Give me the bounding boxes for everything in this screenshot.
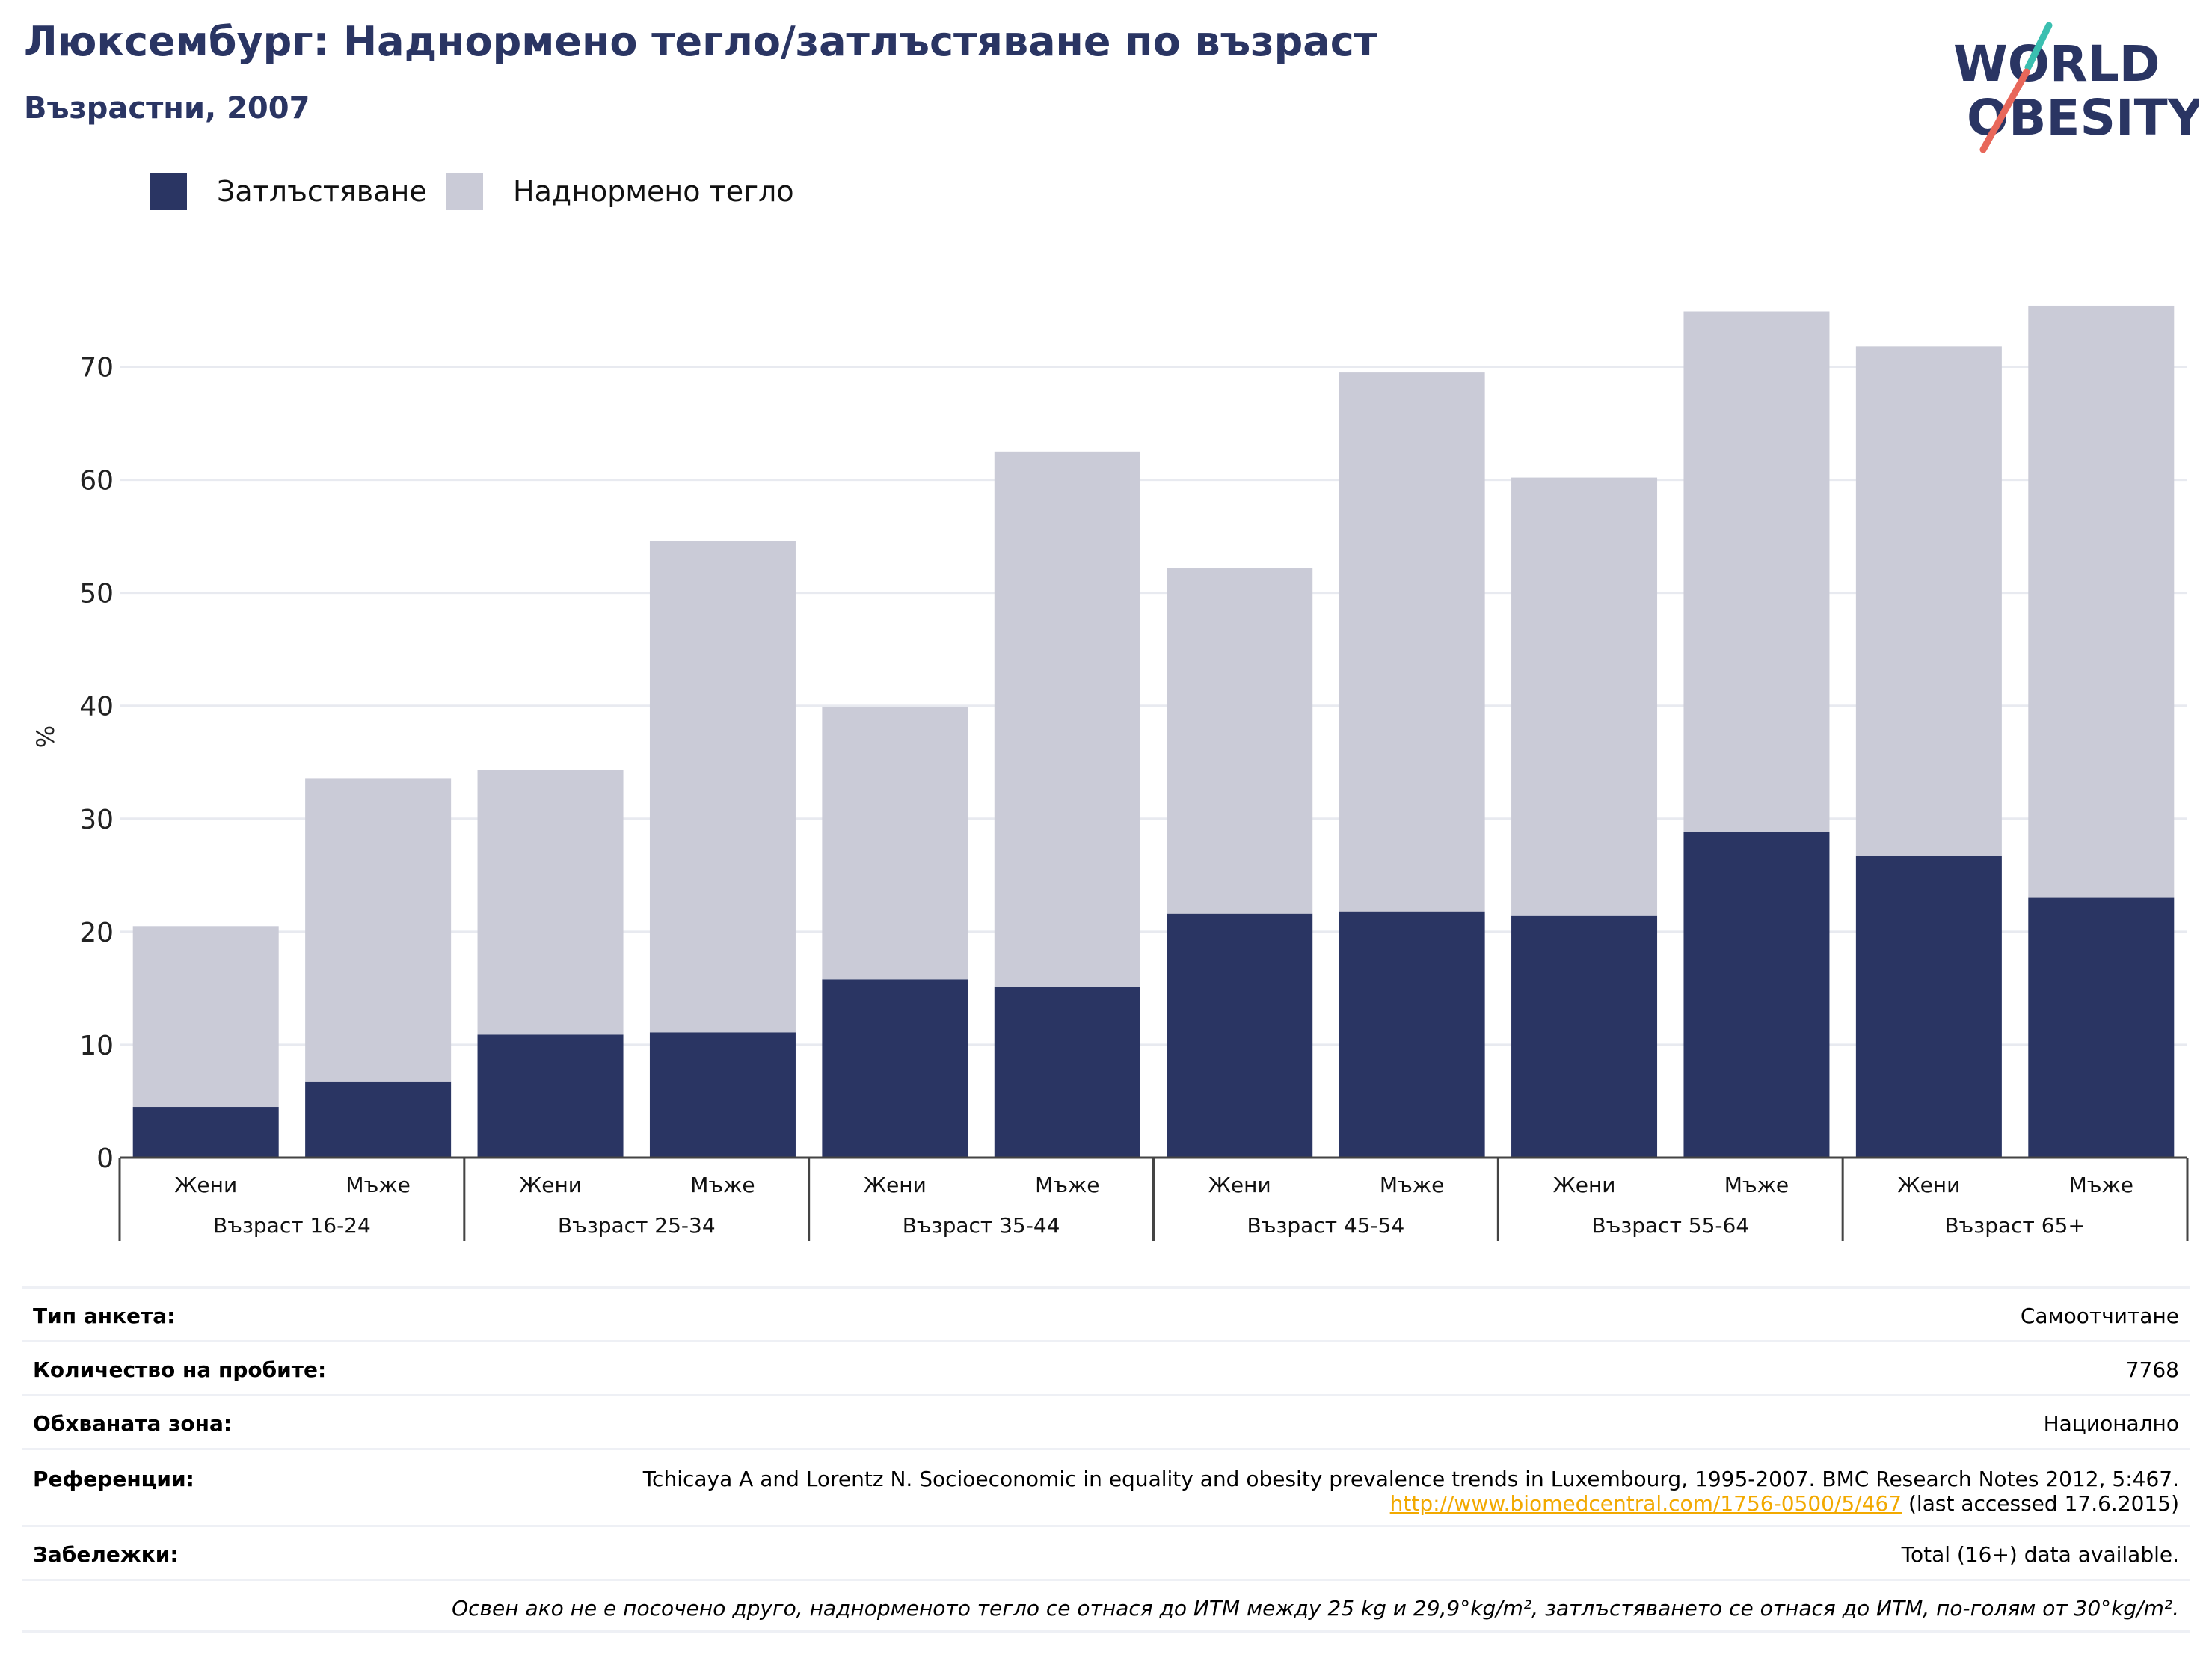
survey-type-value: Самоотчитане bbox=[2020, 1304, 2179, 1328]
info-row-notes: Забележки: Total (16+) data available. bbox=[22, 1525, 2190, 1579]
bar-obesity bbox=[649, 1032, 796, 1158]
legend-swatch-overweight bbox=[446, 173, 483, 210]
bar-overweight bbox=[1339, 372, 1485, 912]
logo-line2: OBESITY bbox=[1967, 89, 2199, 147]
bar-overweight bbox=[649, 541, 796, 1033]
logo-slash-red bbox=[1979, 68, 2030, 153]
bar-overweight bbox=[822, 707, 968, 980]
y-axis-label: % bbox=[31, 725, 60, 748]
x-subcategory-label: Жени bbox=[864, 1173, 927, 1197]
info-row-survey-type: Тип анкета: Самоотчитане bbox=[22, 1286, 2190, 1340]
info-row-references: Референции: Tchicaya A and Lorentz N. So… bbox=[22, 1448, 2190, 1525]
bar-obesity bbox=[1339, 911, 1485, 1158]
y-tick-label: 30 bbox=[79, 805, 114, 835]
y-tick-label: 40 bbox=[79, 692, 114, 722]
x-subcategory-label: Жени bbox=[1208, 1173, 1271, 1197]
legend-swatch-obesity bbox=[150, 173, 187, 210]
bar-overweight bbox=[1855, 346, 2002, 856]
stacked-bar-chart: 0 10 20 30 40 50 60 70% Жени Мъже Жени Мъже Жени Мъже… bbox=[31, 305, 2189, 1241]
x-group-label: Възраст 25-34 bbox=[558, 1213, 716, 1238]
bar-obesity bbox=[994, 986, 1140, 1158]
bar-obesity bbox=[1167, 913, 1313, 1158]
legend-label-overweight: Наднормено тегло bbox=[513, 175, 794, 208]
bar-obesity bbox=[305, 1081, 452, 1158]
bar-obesity bbox=[1683, 832, 1830, 1158]
bar-overweight bbox=[1683, 311, 1830, 832]
survey-type-label: Тип анкета: bbox=[33, 1304, 176, 1328]
x-subcategory-label: Жени bbox=[174, 1173, 237, 1197]
x-subcategory-label: Мъже bbox=[345, 1173, 410, 1197]
bars bbox=[132, 305, 2175, 1158]
survey-info-table: Тип анкета: Самоотчитане Количество на п… bbox=[22, 1286, 2190, 1633]
logo-slash-teal bbox=[2024, 22, 2053, 71]
legend-item-overweight[interactable]: Наднормено тегло bbox=[446, 169, 794, 214]
legend-item-obesity[interactable]: Затлъстяване bbox=[150, 169, 427, 214]
world-obesity-logo: WORLD OBESITY bbox=[1953, 22, 2199, 153]
x-group-label: Възраст 16-24 bbox=[213, 1213, 371, 1238]
area-label: Обхваната зона: bbox=[33, 1411, 233, 1436]
info-row-definition: Освен ако не е посочено друго, наднормен… bbox=[22, 1579, 2190, 1633]
x-subcategory-label: Мъже bbox=[2069, 1173, 2133, 1197]
references-accessed: (last accessed 17.6.2015) bbox=[1902, 1491, 2179, 1516]
bar-obesity bbox=[822, 979, 968, 1158]
x-subcategory-label: Мъже bbox=[1035, 1173, 1099, 1197]
sample-size-label: Количество на пробите: bbox=[33, 1357, 327, 1382]
definition-text: Освен ако не е посочено друго, наднормен… bbox=[452, 1596, 2179, 1621]
bar-obesity bbox=[132, 1107, 279, 1158]
bar-obesity bbox=[1511, 915, 1658, 1158]
bar-overweight bbox=[1511, 477, 1658, 916]
axes: 0 10 20 30 40 50 60 70% Жени Мъже Жени Мъже Жени Мъже… bbox=[31, 353, 2189, 1241]
grid-lines bbox=[120, 366, 2187, 1046]
info-row-sample-size: Количество на пробите: 7768 bbox=[22, 1340, 2190, 1394]
notes-label: Забележки: bbox=[33, 1542, 179, 1567]
x-subcategory-label: Жени bbox=[519, 1173, 582, 1197]
bar-obesity bbox=[2028, 897, 2175, 1158]
references-link[interactable]: http://www.biomedcentral.com/1756-0500/5… bbox=[1389, 1491, 1902, 1516]
bar-overweight bbox=[477, 770, 624, 1035]
x-group-label: Възраст 65+ bbox=[1944, 1213, 2086, 1238]
references-text: Tchicaya A and Lorentz N. Socioeconomic … bbox=[642, 1467, 2179, 1491]
bar-overweight bbox=[994, 451, 1140, 987]
y-tick-label: 20 bbox=[79, 918, 114, 948]
area-value: Национално bbox=[2043, 1411, 2179, 1436]
bar-obesity bbox=[477, 1034, 624, 1158]
chart-title: Люксембург: Наднормено тегло/затлъстяван… bbox=[24, 18, 1378, 65]
sample-size-value: 7768 bbox=[2125, 1357, 2179, 1382]
y-tick-label: 0 bbox=[96, 1143, 114, 1174]
y-tick-label: 60 bbox=[79, 466, 114, 497]
references-label: Референции: bbox=[33, 1467, 194, 1491]
bar-overweight bbox=[1167, 568, 1313, 914]
info-row-area: Обхваната зона: Национално bbox=[22, 1394, 2190, 1448]
bar-obesity bbox=[1855, 856, 2002, 1158]
bar-overweight bbox=[305, 778, 452, 1082]
x-subcategory-label: Мъже bbox=[1724, 1173, 1789, 1197]
legend-label-obesity: Затлъстяване bbox=[217, 175, 427, 208]
bar-overweight bbox=[132, 926, 279, 1108]
x-subcategory-label: Мъже bbox=[1380, 1173, 1444, 1197]
x-subcategory-label: Жени bbox=[1553, 1173, 1616, 1197]
x-group-label: Възраст 55-64 bbox=[1591, 1213, 1749, 1238]
logo-line1: WORLD bbox=[1953, 35, 2160, 93]
y-tick-label: 70 bbox=[79, 353, 114, 384]
bar-overweight bbox=[2028, 305, 2175, 898]
x-group-label: Възраст 45-54 bbox=[1247, 1213, 1405, 1238]
y-tick-label: 50 bbox=[79, 579, 114, 610]
chart-subtitle: Възрастни, 2007 bbox=[24, 91, 310, 126]
y-tick-label: 10 bbox=[79, 1031, 114, 1061]
notes-value: Total (16+) data available. bbox=[1901, 1542, 2179, 1567]
references-value: Tchicaya A and Lorentz N. Socioeconomic … bbox=[571, 1467, 2179, 1516]
x-subcategory-label: Жени bbox=[1897, 1173, 1960, 1197]
x-subcategory-label: Мъже bbox=[690, 1173, 755, 1197]
x-group-label: Възраст 35-44 bbox=[903, 1213, 1060, 1238]
